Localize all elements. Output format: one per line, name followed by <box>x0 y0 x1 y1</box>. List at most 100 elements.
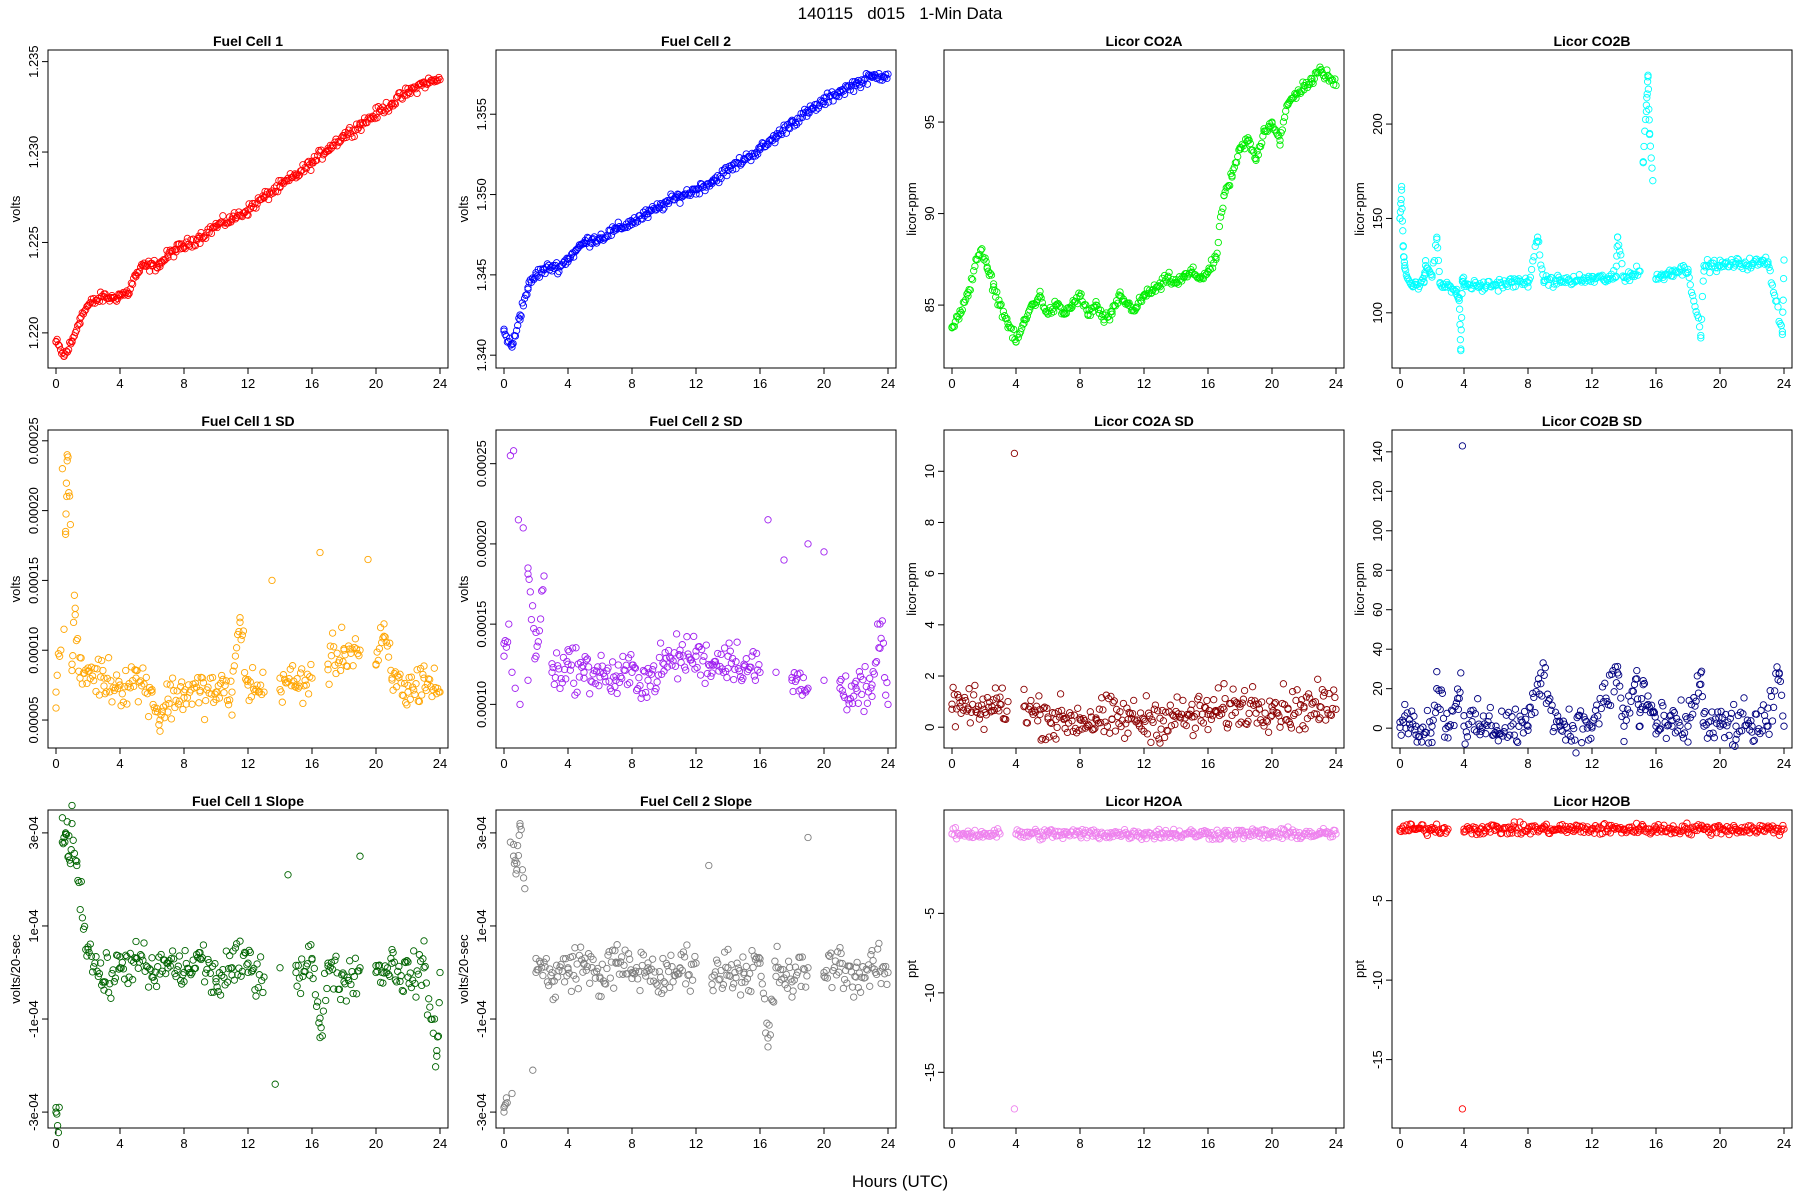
data-point <box>747 663 755 671</box>
data-point <box>1056 690 1065 698</box>
data-point <box>351 635 360 643</box>
data-point <box>714 649 722 658</box>
x-tick-label: 24 <box>433 756 447 771</box>
data-point <box>344 976 353 985</box>
y-tick-label: -10 <box>922 983 937 1002</box>
data-point <box>772 668 780 676</box>
data-point <box>802 108 810 116</box>
data-point <box>835 968 843 976</box>
data-point <box>612 676 620 684</box>
data-point <box>1649 707 1658 716</box>
data-point <box>669 978 677 986</box>
data-point <box>1091 724 1099 732</box>
data-point <box>1617 251 1625 259</box>
data-point <box>616 673 625 681</box>
data-point <box>1221 694 1229 703</box>
data-point <box>1300 830 1308 838</box>
data-point <box>259 668 267 676</box>
data-point <box>1712 267 1721 276</box>
data-point <box>861 973 869 982</box>
data-point <box>1647 828 1656 837</box>
data-point <box>1218 208 1226 216</box>
data-point <box>560 665 569 674</box>
data-point <box>380 969 388 977</box>
data-point <box>1412 731 1420 739</box>
data-point <box>1418 738 1426 746</box>
data-point <box>514 851 523 860</box>
data-point <box>660 660 668 668</box>
data-point <box>1254 151 1262 159</box>
data-point <box>529 1066 537 1074</box>
x-tick-label: 4 <box>1012 1136 1019 1151</box>
data-point <box>579 968 587 976</box>
data-point <box>533 642 541 650</box>
data-point <box>1487 721 1496 730</box>
data-point <box>1316 703 1324 711</box>
data-point <box>1280 701 1289 709</box>
data-point <box>615 970 624 978</box>
data-point <box>707 672 715 681</box>
data-point <box>1540 277 1548 285</box>
data-point <box>604 664 612 672</box>
data-point <box>1457 346 1465 355</box>
data-point <box>709 176 717 184</box>
data-point <box>189 956 197 964</box>
data-point <box>1664 721 1673 729</box>
data-point <box>1214 238 1222 247</box>
data-point <box>1430 701 1439 709</box>
data-point <box>187 971 195 979</box>
y-tick-label: 85 <box>922 298 937 312</box>
data-point <box>965 685 973 693</box>
data-point <box>319 1007 328 1015</box>
data-point <box>1677 696 1685 704</box>
data-point <box>322 996 330 1005</box>
y-tick-label: 120 <box>1370 480 1385 502</box>
data-point <box>1701 708 1709 716</box>
data-point <box>1140 715 1148 724</box>
data-point <box>222 677 230 685</box>
data-point <box>68 666 76 675</box>
data-point <box>420 662 428 670</box>
data-point <box>1584 736 1593 744</box>
data-point <box>1284 830 1292 838</box>
data-point <box>160 714 169 722</box>
data-point <box>1397 186 1406 194</box>
data-point <box>1643 90 1651 98</box>
data-point <box>1617 694 1625 702</box>
data-point <box>340 978 348 986</box>
data-point <box>1620 273 1628 281</box>
data-point <box>966 719 974 727</box>
data-point <box>977 246 985 254</box>
data-point <box>1143 730 1152 738</box>
data-point <box>293 982 301 990</box>
data-point <box>326 963 334 971</box>
data-point <box>388 945 396 954</box>
data-point <box>102 949 110 957</box>
data-point <box>516 822 524 830</box>
data-point <box>1476 280 1484 288</box>
data-point <box>588 964 596 972</box>
data-point <box>755 953 763 962</box>
data-point <box>613 941 621 949</box>
x-tick-label: 8 <box>628 1136 635 1151</box>
x-tick-label: 8 <box>628 756 635 771</box>
data-point <box>1278 126 1286 134</box>
data-point <box>119 698 128 706</box>
data-point <box>996 301 1004 309</box>
data-point <box>1163 726 1171 735</box>
data-point <box>555 966 563 975</box>
data-point <box>1774 303 1782 311</box>
data-point <box>1138 725 1146 733</box>
data-point <box>1436 705 1444 714</box>
data-point <box>963 707 971 715</box>
data-point <box>866 982 874 990</box>
data-point <box>803 686 811 694</box>
data-point <box>1765 730 1773 738</box>
data-point <box>197 955 205 964</box>
data-point <box>247 693 256 701</box>
data-point <box>1165 268 1173 277</box>
data-point <box>581 652 589 661</box>
data-point <box>1525 704 1533 712</box>
data-point <box>1769 703 1778 712</box>
data-point <box>1743 716 1752 724</box>
